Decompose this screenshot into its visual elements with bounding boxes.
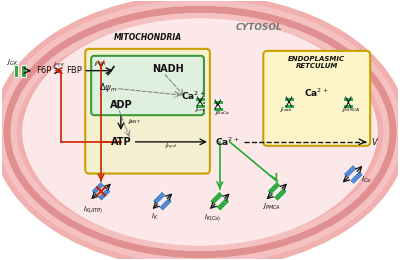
Text: $V$: $V$ (371, 136, 379, 147)
Text: F6P: F6P (36, 66, 51, 75)
Bar (344, 97, 353, 101)
Text: $I_K$: $I_K$ (151, 212, 158, 222)
Bar (22, 65, 26, 77)
Text: $J_{PFK}$: $J_{PFK}$ (52, 60, 65, 69)
Text: $J_{GK}$: $J_{GK}$ (6, 58, 18, 68)
Bar (91, 181, 105, 195)
Text: $J_{PDH}$: $J_{PDH}$ (93, 59, 107, 68)
Text: CYTOSOL: CYTOSOL (236, 23, 283, 32)
Bar (273, 187, 287, 202)
Text: Ca$^{2+}$: Ca$^{2+}$ (215, 136, 240, 148)
Text: $J_{hyd}$: $J_{hyd}$ (164, 141, 177, 152)
Text: $I_{K(ATP)}$: $I_{K(ATP)}$ (83, 205, 103, 215)
Text: $J_{uni}$: $J_{uni}$ (194, 105, 206, 114)
Bar (210, 191, 224, 205)
FancyBboxPatch shape (263, 51, 370, 146)
Text: $I_{Ca}$: $I_{Ca}$ (361, 174, 372, 185)
Text: ATP: ATP (110, 137, 131, 147)
Text: $J_{PMCA}$: $J_{PMCA}$ (262, 202, 281, 212)
Text: Ca$^{2+}$: Ca$^{2+}$ (304, 86, 329, 99)
Bar (195, 104, 205, 108)
Text: Ca$^{2+}$: Ca$^{2+}$ (181, 89, 205, 102)
Bar (14, 65, 18, 77)
Text: $J_{ANT}$: $J_{ANT}$ (127, 117, 141, 126)
Text: MITOCHONDRIA: MITOCHONDRIA (114, 32, 182, 42)
Bar (284, 97, 294, 101)
Text: ADP: ADP (110, 100, 132, 110)
Bar (97, 187, 111, 202)
Bar (216, 197, 230, 211)
Ellipse shape (23, 18, 377, 246)
Bar (158, 197, 172, 211)
FancyBboxPatch shape (85, 49, 210, 173)
Bar (350, 171, 364, 185)
Text: ENDOPLASMIC
RETCULUM: ENDOPLASMIC RETCULUM (288, 56, 345, 69)
Bar (284, 104, 294, 108)
Bar (213, 100, 223, 104)
Bar (267, 181, 281, 195)
Bar (344, 104, 353, 108)
Text: $J_{NaCa}$: $J_{NaCa}$ (214, 108, 230, 117)
Text: $J_{SERCA}$: $J_{SERCA}$ (341, 105, 360, 114)
Text: $\Delta\psi_m$: $\Delta\psi_m$ (99, 81, 117, 94)
Bar (195, 97, 205, 101)
Bar (343, 164, 357, 178)
FancyBboxPatch shape (91, 56, 204, 115)
Text: NADH: NADH (152, 64, 184, 74)
Bar (213, 107, 223, 111)
Text: $J_{leak}$: $J_{leak}$ (279, 105, 293, 114)
Bar (152, 191, 166, 205)
Text: FBP: FBP (66, 66, 82, 75)
Text: $I_{K(Ca)}$: $I_{K(Ca)}$ (204, 212, 222, 223)
